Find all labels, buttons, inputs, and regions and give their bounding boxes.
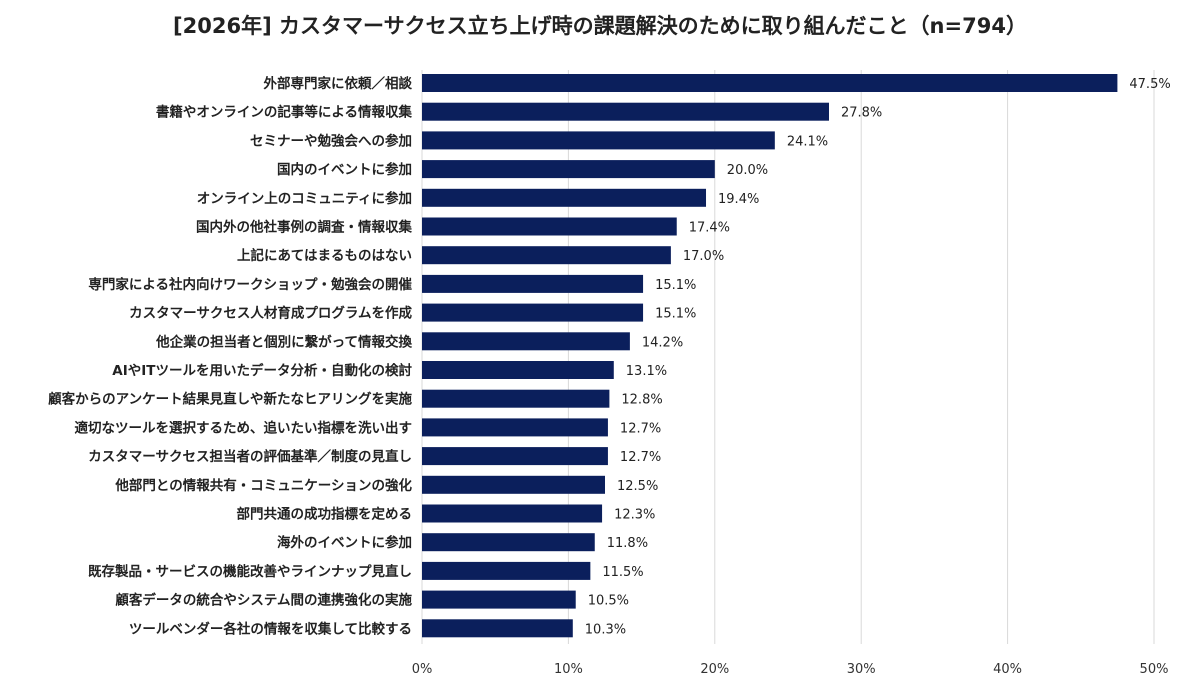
value-label: 12.8% bbox=[621, 393, 662, 408]
value-label: 47.5% bbox=[1129, 77, 1170, 92]
bar bbox=[422, 533, 595, 552]
x-tick-label: 20% bbox=[700, 662, 729, 677]
value-label: 12.5% bbox=[617, 479, 658, 494]
bar bbox=[422, 332, 630, 351]
value-label: 24.1% bbox=[787, 134, 828, 149]
x-axis: 0% 10% 20% 30% 40% 50% bbox=[412, 662, 1169, 677]
value-label: 27.8% bbox=[841, 106, 882, 121]
category-label: ツールベンダー各社の情報を収集して比較する bbox=[129, 620, 412, 637]
bar bbox=[422, 246, 671, 265]
value-label: 17.0% bbox=[683, 249, 724, 264]
bar bbox=[422, 188, 707, 207]
x-tick-label: 30% bbox=[847, 662, 876, 677]
bar bbox=[422, 160, 715, 179]
category-label: 国内外の他社事例の調査・情報収集 bbox=[196, 219, 412, 236]
x-tick-label: 50% bbox=[1140, 662, 1169, 677]
bar bbox=[422, 74, 1118, 92]
value-label: 14.2% bbox=[642, 335, 683, 350]
value-label: 11.5% bbox=[602, 565, 643, 580]
category-label: セミナーや勉強会への参加 bbox=[250, 132, 412, 149]
value-label: 10.5% bbox=[588, 594, 629, 609]
category-label: 適切なツールを選択するため、追いたい指標を洗い出す bbox=[75, 419, 413, 436]
category-label: 外部専門家に依頼／相談 bbox=[264, 75, 413, 92]
bar bbox=[422, 131, 775, 150]
x-tick-label: 40% bbox=[993, 662, 1022, 677]
value-label: 12.3% bbox=[614, 508, 655, 523]
bar bbox=[422, 561, 591, 580]
value-label: 13.1% bbox=[626, 364, 667, 379]
bar bbox=[422, 418, 608, 437]
value-label: 10.3% bbox=[585, 622, 626, 637]
value-label: 15.1% bbox=[655, 278, 696, 293]
bar bbox=[422, 303, 644, 322]
category-label: 専門家による社内向けワークショップ・勉強会の開催 bbox=[88, 276, 412, 293]
category-label: 国内のイベントに参加 bbox=[277, 161, 412, 178]
bar bbox=[422, 590, 576, 609]
category-label: 他企業の担当者と個別に繋がって情報交換 bbox=[155, 333, 412, 350]
x-tick-label: 0% bbox=[412, 662, 433, 677]
value-label: 15.1% bbox=[655, 307, 696, 322]
bar bbox=[422, 504, 603, 523]
bar-layer bbox=[422, 74, 1118, 638]
bar bbox=[422, 447, 608, 466]
bar bbox=[422, 361, 614, 379]
bar bbox=[422, 389, 610, 408]
category-label: オンライン上のコミュニティに参加 bbox=[197, 190, 412, 207]
value-label: 20.0% bbox=[727, 163, 768, 178]
grid-layer bbox=[421, 70, 1155, 644]
category-label: 既存製品・サービスの機能改善やラインナップ見直し bbox=[88, 563, 412, 580]
category-label: 顧客からのアンケート結果見直しや新たなヒアリングを実施 bbox=[48, 391, 412, 408]
bar bbox=[422, 274, 644, 293]
category-label: 書籍やオンラインの記事等による情報収集 bbox=[156, 104, 413, 121]
value-label: 12.7% bbox=[620, 421, 661, 436]
bar bbox=[422, 619, 573, 638]
value-label: 11.8% bbox=[607, 536, 648, 551]
value-label: 12.7% bbox=[620, 450, 661, 465]
category-label: カスタマーサクセス人材育成プログラムを作成 bbox=[129, 305, 412, 322]
category-label: AIやITツールを用いたデータ分析・自動化の検討 bbox=[112, 362, 412, 379]
category-label: 部門共通の成功指標を定める bbox=[237, 506, 413, 523]
category-label: 上記にあてはまるものはない bbox=[237, 247, 412, 264]
value-label: 17.4% bbox=[689, 221, 730, 236]
category-label: 他部門との情報共有・コミュニケーションの強化 bbox=[114, 477, 412, 494]
bar bbox=[422, 102, 829, 121]
category-label: カスタマーサクセス担当者の評価基準／制度の見直し bbox=[88, 448, 412, 465]
value-label: 19.4% bbox=[718, 192, 759, 207]
bar bbox=[422, 475, 605, 494]
label-layer: 外部専門家に依頼／相談 47.5% 書籍やオンラインの記事等による情報収集 27.8%… bbox=[48, 75, 1171, 637]
bar bbox=[422, 217, 677, 236]
x-tick-label: 10% bbox=[554, 662, 583, 677]
category-label: 顧客データの統合やシステム間の連携強化の実施 bbox=[115, 592, 412, 609]
category-label: 海外のイベントに参加 bbox=[277, 534, 412, 551]
chart-title: [2026年] カスタマーサクセス立ち上げ時の課題解決のために取り組んだこと（n… bbox=[173, 14, 1027, 38]
